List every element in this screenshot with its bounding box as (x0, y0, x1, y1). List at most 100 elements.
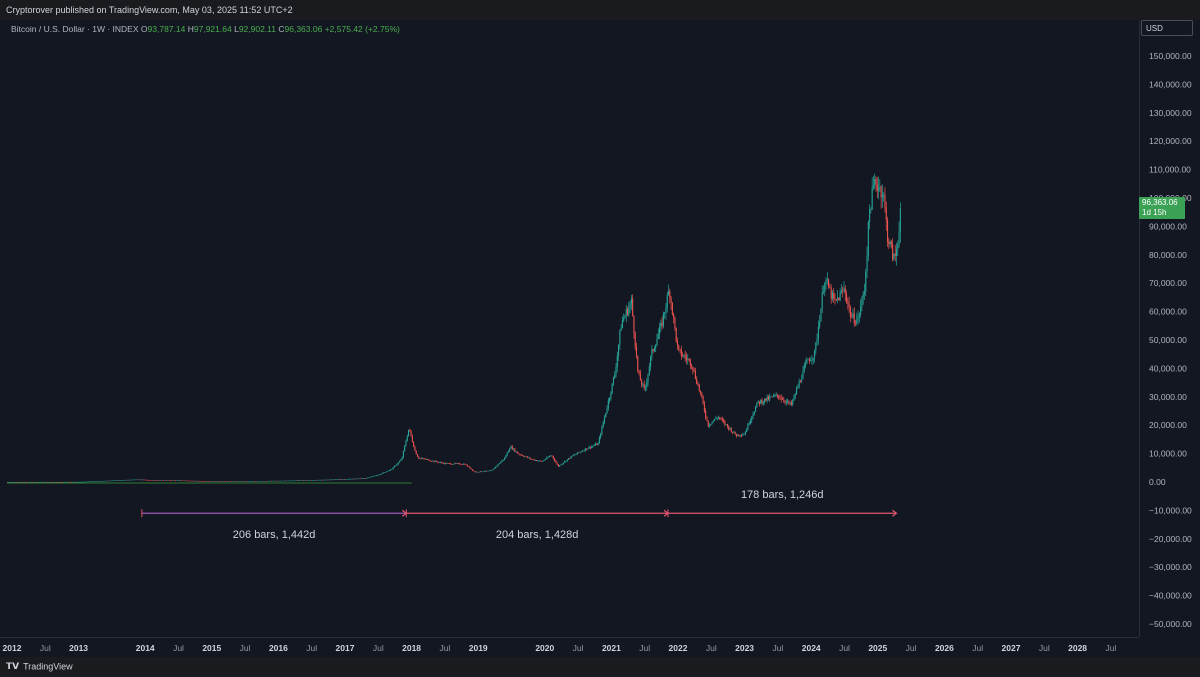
candle-body (163, 480, 165, 481)
candle-body (447, 463, 449, 464)
candle-body (639, 373, 641, 381)
price-chart-svg[interactable]: 206 bars, 1,442d 204 bars, 1,428d 178 bars… (0, 20, 1139, 637)
candle-body (749, 420, 752, 424)
candle-body (656, 339, 658, 346)
candle-body (571, 455, 574, 457)
candle-body (269, 480, 271, 482)
candle-body (404, 445, 406, 451)
candle-body (245, 481, 247, 482)
candle-body (706, 416, 708, 421)
candle-body (399, 461, 401, 463)
candle-body (363, 478, 365, 479)
price-axis[interactable]: 150,000.00 140,000.00 130,000.00 120,000.00… (1139, 20, 1200, 637)
candle-body (183, 480, 185, 482)
high-value: 97,921.64 (193, 24, 232, 34)
candle-body (27, 481, 29, 483)
time-tick-label: 2026 (935, 643, 954, 653)
candle-body (680, 349, 682, 356)
candle-body (783, 399, 785, 402)
candle-body (854, 323, 857, 324)
candle-body (366, 477, 369, 479)
candle-body (626, 309, 629, 315)
bars-range-measure[interactable]: 206 bars, 1,442d (141, 509, 408, 541)
candle-body (857, 316, 859, 320)
candle-body (356, 478, 358, 480)
candle-body (229, 481, 232, 482)
candle-body (305, 480, 307, 481)
candle-body (710, 424, 712, 425)
candle-body (402, 450, 404, 458)
candle-body (520, 454, 522, 456)
candle-body (433, 460, 435, 462)
symbol-legend: Bitcoin / U.S. Dollar · 1W · INDEX O93,7… (11, 24, 400, 34)
candle-body (753, 411, 755, 415)
candle-body (351, 478, 353, 480)
candle-body (564, 461, 566, 463)
candle-body (498, 463, 501, 465)
candle-body (201, 481, 203, 482)
candle-body (496, 465, 498, 467)
candle-body (507, 450, 509, 453)
time-tick-label: Jul (240, 643, 251, 653)
candle-body (365, 477, 367, 479)
candle-body (372, 476, 374, 477)
candle-body (39, 481, 41, 483)
candle-body (705, 410, 707, 417)
candle-body (249, 481, 251, 482)
candle-body (208, 481, 210, 482)
candle-body (744, 431, 746, 435)
currency-selector[interactable]: USD (1141, 20, 1193, 36)
candle-body (847, 301, 849, 304)
candle-body (244, 481, 246, 482)
candle-body (461, 464, 463, 466)
candle-body (240, 481, 242, 482)
candle-body (423, 458, 425, 459)
candle-body (637, 355, 639, 371)
candle-body (83, 481, 86, 483)
candle-body (539, 460, 541, 462)
candle-body (543, 459, 545, 461)
time-tick-label: Jul (306, 643, 317, 653)
candle-body (775, 394, 777, 396)
candle-body (893, 253, 895, 260)
price-tick-label: −10,000.00 (1149, 505, 1192, 515)
candle-body (23, 481, 25, 483)
candle-body (557, 464, 559, 467)
candle-body (805, 363, 807, 366)
candle-body (685, 357, 688, 360)
candle-body (436, 460, 438, 462)
candle-body (144, 479, 146, 481)
candle-body (55, 481, 57, 483)
bars-range-measure[interactable]: 204 bars, 1,428d (405, 509, 670, 541)
candle-body (377, 475, 379, 476)
candle-body (888, 241, 890, 245)
candle-body (492, 468, 494, 471)
candle-body (491, 470, 493, 471)
candle-body (500, 461, 502, 464)
candle-body (575, 453, 577, 455)
candle-body (311, 480, 314, 481)
candle-body (876, 184, 878, 191)
candle-body (886, 220, 889, 242)
candle-body (374, 475, 376, 477)
chart-plot-area[interactable]: 206 bars, 1,442d 204 bars, 1,428d 178 bars… (0, 20, 1139, 637)
candle-body (62, 481, 64, 483)
candle-body (283, 480, 285, 482)
candle-body (89, 481, 91, 483)
candle-body (821, 292, 823, 309)
candle-body (290, 480, 292, 482)
candle-body (596, 443, 598, 445)
candle-body (253, 481, 255, 482)
candle-body (21, 481, 23, 483)
candle-body (648, 366, 650, 375)
time-tick-label: 2028 (1068, 643, 1087, 653)
tradingview-logo[interactable]: 𝗧𝗩 TradingView (6, 661, 73, 672)
candle-body (675, 327, 677, 342)
bars-range-measure[interactable]: 178 bars, 1,246d (667, 489, 898, 518)
candle-body (605, 412, 607, 418)
candle-body (322, 479, 324, 481)
candle-body (482, 471, 484, 473)
candle-body (420, 458, 422, 459)
time-axis[interactable]: 2012 Jul 2013 2014 Jul 2015 Jul 2016 Jul 2017 Jul 2… (0, 637, 1139, 658)
candle-body (12, 481, 14, 483)
